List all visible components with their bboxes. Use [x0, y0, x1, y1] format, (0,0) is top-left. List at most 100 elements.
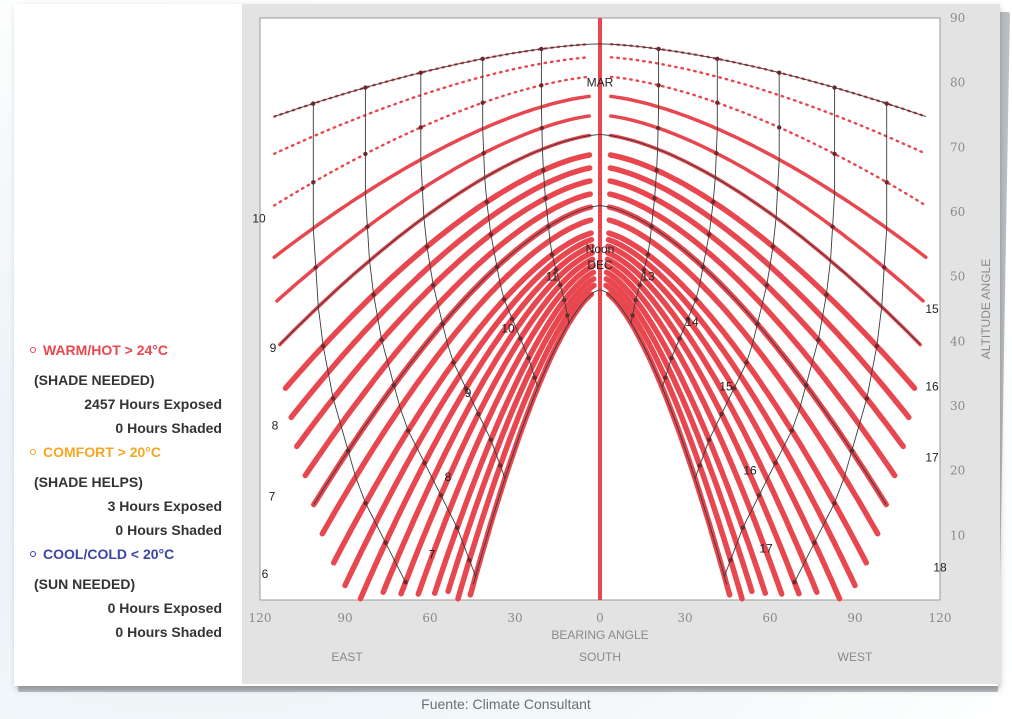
- hour-marker: [656, 83, 661, 88]
- hour-marker: [526, 355, 531, 361]
- sun-path-west: [607, 165, 912, 421]
- hour-marker: [418, 125, 423, 130]
- hour-marker: [321, 343, 326, 349]
- hour-marker: [383, 540, 388, 545]
- hour-line: [482, 58, 539, 388]
- hour-label: 18: [933, 561, 947, 575]
- hour-marker: [706, 232, 712, 237]
- sun-path-west: [607, 178, 906, 450]
- sun-path-east: [272, 94, 591, 260]
- x-axis-label: BEARING ANGLE: [551, 628, 648, 642]
- legend-cool: COOL/COLD < 20°C: [30, 542, 230, 566]
- sun-path-east: [342, 236, 595, 589]
- hour-marker: [711, 199, 716, 205]
- legend: WARM/HOT > 24°C (SHADE NEEDED) 2457 Hour…: [30, 338, 230, 644]
- direction-label: SOUTH: [579, 650, 621, 664]
- hour-label: 15: [719, 380, 733, 394]
- hour-marker: [553, 267, 559, 273]
- hour-marker: [663, 375, 668, 380]
- hour-label: 9: [465, 386, 472, 400]
- x-tick-label: 60: [762, 611, 777, 625]
- hour-line: [723, 87, 836, 577]
- hour-marker: [311, 180, 316, 185]
- hour-marker: [467, 557, 472, 563]
- sun-path-east: [431, 269, 597, 596]
- direction-label: EAST: [331, 650, 363, 664]
- sun-path-west: [603, 282, 745, 602]
- hour-marker: [706, 437, 712, 443]
- hour-marker: [532, 375, 537, 380]
- hour-marker: [630, 313, 635, 318]
- hour-marker: [775, 186, 780, 191]
- hour-marker: [770, 244, 776, 249]
- comfort-dot-icon: [30, 449, 36, 455]
- month-label: DEC: [587, 258, 613, 272]
- hour-marker: [830, 224, 835, 229]
- hour-marker: [406, 428, 411, 433]
- hour-marker: [313, 265, 318, 270]
- x-tick-label: 120: [929, 611, 952, 625]
- hour-lines: [274, 43, 926, 585]
- sun-path-east: [455, 282, 597, 602]
- hour-marker: [677, 336, 682, 341]
- y-tick-label: 80: [950, 76, 965, 90]
- sun-path-west: [605, 236, 858, 589]
- hour-marker: [685, 316, 690, 322]
- sun-path-west: [604, 250, 820, 595]
- hour-marker: [438, 493, 444, 498]
- month-line: [279, 133, 921, 345]
- sun-path-west: [609, 114, 925, 303]
- x-tick-label: 0: [596, 611, 604, 625]
- hour-marker: [549, 252, 555, 257]
- y-axis-label: ALTITUDE ANGLE: [979, 259, 993, 359]
- hour-marker: [488, 437, 494, 443]
- sun-path-west: [609, 94, 928, 260]
- hour-marker: [731, 386, 737, 391]
- hour-marker: [645, 252, 651, 257]
- hour-marker: [424, 244, 430, 249]
- hour-marker: [562, 298, 567, 303]
- hour-marker: [641, 267, 647, 273]
- hour-marker: [697, 463, 702, 468]
- hour-marker: [874, 343, 879, 349]
- legend-comfort: COMFORT > 20°C: [30, 440, 230, 464]
- month-line: [472, 289, 728, 585]
- hour-marker: [773, 460, 778, 466]
- legend-comfort-note: (SHADE HELPS): [34, 474, 143, 490]
- legend-cool-note: (SUN NEEDED): [34, 576, 136, 592]
- direction-label: WEST: [838, 650, 873, 664]
- sun-path-east: [330, 230, 594, 566]
- sun-path-east: [294, 178, 593, 450]
- hour-marker: [715, 100, 720, 105]
- sun-path-east: [288, 165, 593, 421]
- hour-marker: [480, 100, 485, 105]
- hour-marker: [824, 292, 829, 297]
- hour-marker: [864, 396, 869, 401]
- hour-marker: [633, 298, 638, 303]
- hour-marker: [476, 411, 481, 417]
- legend-warm-exposed: 2457 Hours Exposed: [84, 396, 222, 412]
- sun-path-east: [445, 276, 597, 595]
- month-line: [274, 43, 926, 118]
- legend-cool-shaded: 0 Hours Shaded: [115, 624, 222, 640]
- y-tick-label: 70: [950, 140, 965, 154]
- hour-label: 10: [501, 321, 515, 335]
- hour-marker: [420, 186, 425, 191]
- cool-dot-icon: [30, 551, 36, 557]
- sun-path-east: [302, 191, 593, 479]
- sun-path-west: [609, 75, 927, 207]
- legend-comfort-shaded: 0 Hours Shaded: [115, 522, 222, 538]
- hour-marker: [403, 579, 408, 585]
- hour-label: 7: [429, 548, 436, 562]
- hour-marker: [363, 501, 368, 506]
- sun-path-west: [605, 243, 843, 602]
- hour-line: [420, 72, 506, 479]
- hour-marker: [637, 282, 642, 288]
- hour-label: 9: [270, 341, 277, 355]
- sun-path-east: [319, 217, 594, 537]
- x-tick-label: 120: [249, 611, 272, 625]
- x-tick-label: 30: [507, 611, 522, 625]
- hour-marker: [518, 336, 523, 341]
- hour-marker: [693, 297, 699, 302]
- hour-marker: [539, 83, 544, 88]
